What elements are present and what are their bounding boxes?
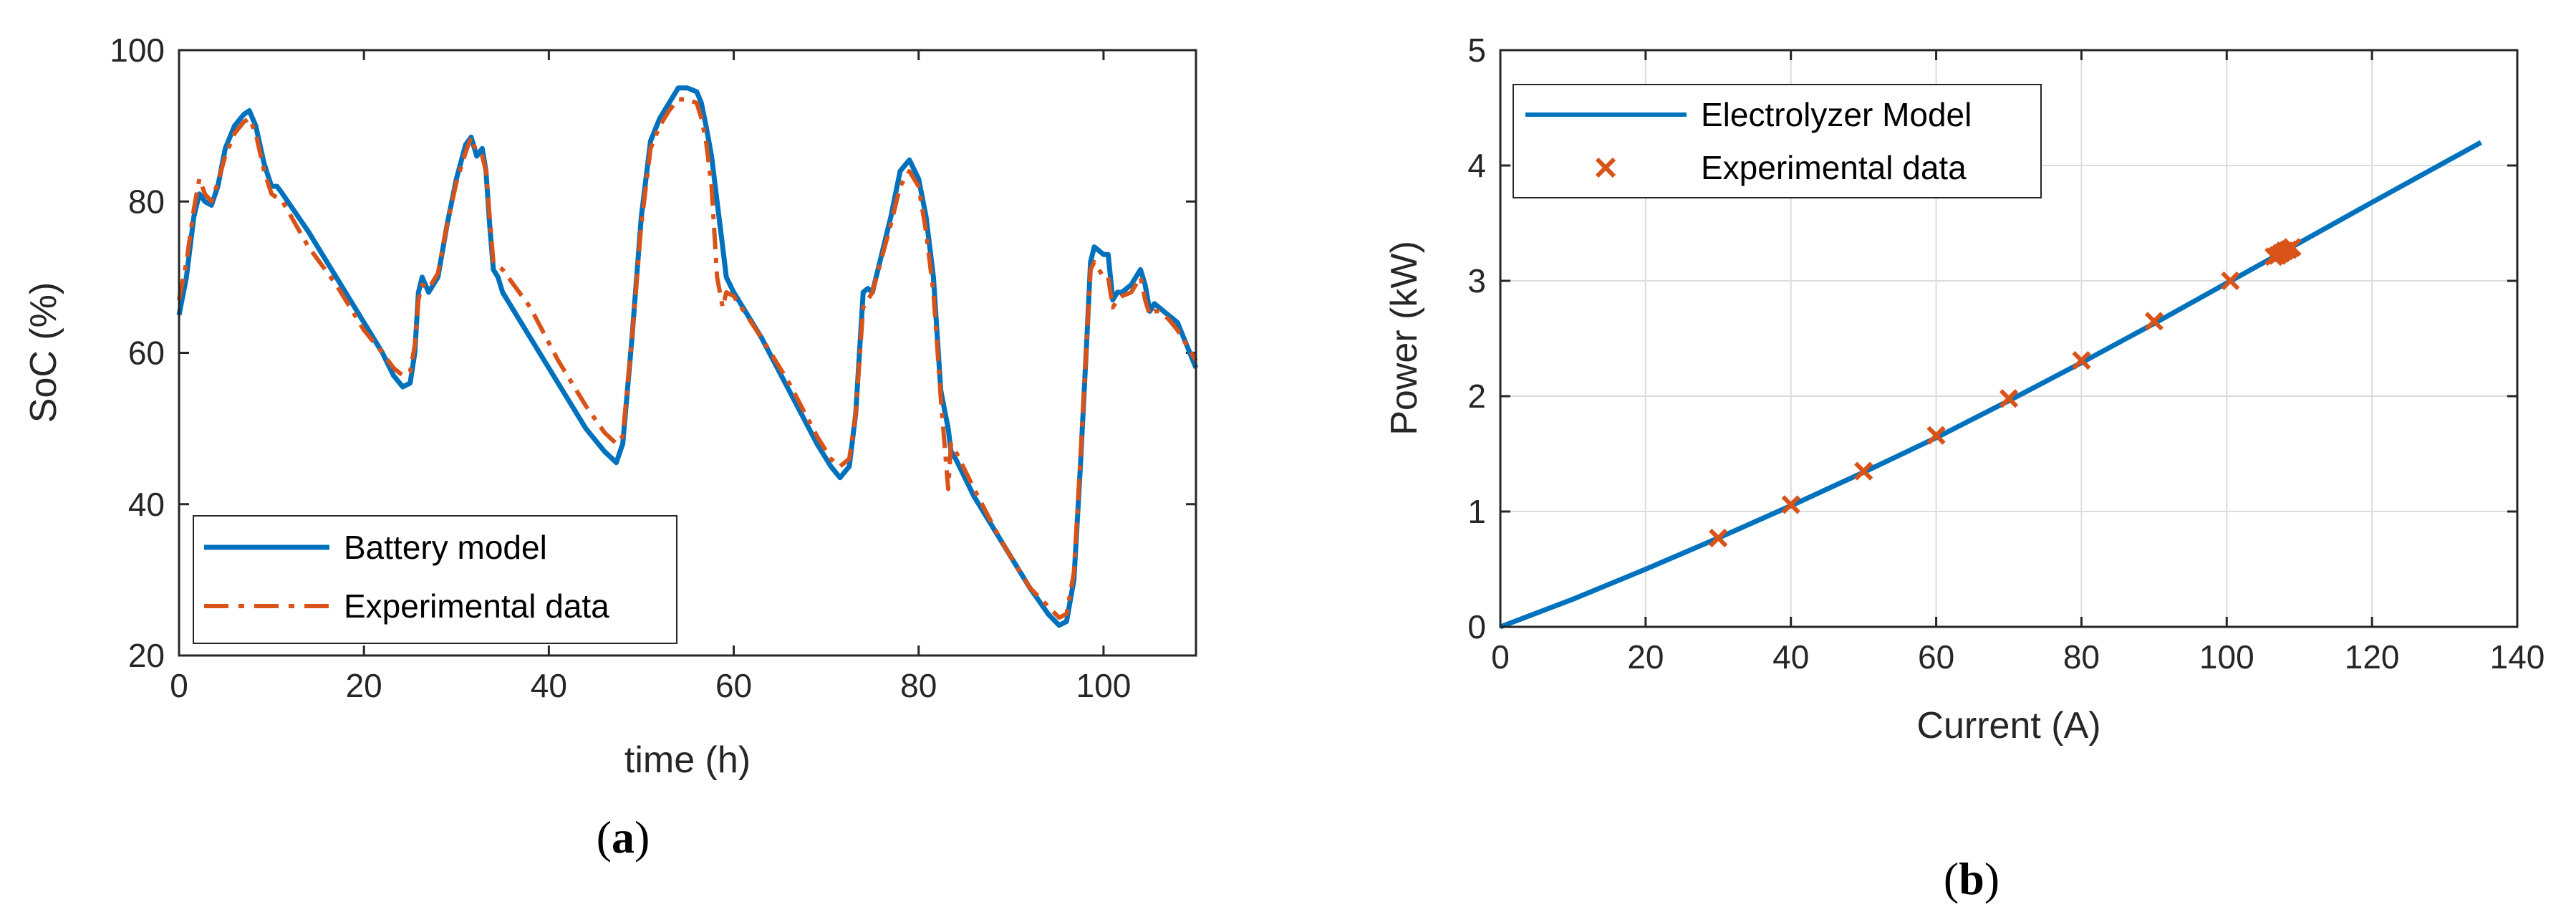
panel-b-label: (b)	[1944, 853, 1999, 904]
y-tick-label: 20	[128, 637, 165, 674]
panel-b-y-tick-labels: 0 1 2 3 4 5	[1467, 32, 1486, 645]
y-tick-label: 1	[1467, 493, 1486, 530]
panel-a-x-tick-labels: 0 20 40 60 80 100	[170, 667, 1131, 704]
panel-a-label-open: (	[597, 812, 612, 863]
panel-a-label: (a)	[597, 812, 650, 863]
panel-a-y-tick-labels: 20 40 60 80 100	[110, 32, 165, 674]
y-tick-label: 80	[128, 183, 165, 220]
x-tick-label: 0	[170, 667, 188, 704]
y-tick-label: 2	[1467, 378, 1486, 415]
panel-b-x-axis-label: Current (A)	[1916, 705, 2100, 746]
panel-b-axes-box	[1499, 49, 2519, 628]
panel-b-legend-box	[1513, 84, 2042, 198]
panel-b-label-open: (	[1944, 853, 1959, 904]
panel-a-y-axis-label: SoC (%)	[23, 282, 64, 423]
x-tick-label: 100	[1076, 667, 1132, 704]
x-tick-label: 40	[1772, 638, 1809, 676]
x-tick-label: 80	[900, 667, 937, 704]
data-point-marker	[2282, 238, 2302, 257]
panel-b-chart: 0 20 40 60 80 100 120 140 0 1 2 3 4 5 Current (A) Po…	[1384, 32, 2544, 904]
x-tick-label: 140	[2490, 638, 2545, 676]
panel-b-legend-label-model: Electrolyzer Model	[1701, 96, 1972, 133]
panel-a-label-close: )	[635, 812, 650, 863]
series-line-experimental-data	[177, 97, 1198, 620]
panel-a-axes-box	[178, 49, 1197, 657]
panel-b-legend-swatch-experimental	[1595, 157, 1616, 178]
panel-b-label-letter: b	[1959, 853, 1984, 904]
x-tick-label: 0	[1491, 638, 1510, 676]
data-point-marker	[1926, 426, 1946, 445]
y-tick-label: 100	[110, 32, 165, 69]
data-point-marker	[2144, 312, 2163, 331]
data-point-marker	[1709, 528, 1728, 548]
panel-b-y-axis-label: Power (kW)	[1384, 241, 1425, 436]
data-point-marker	[2221, 271, 2240, 291]
panel-b-series	[1499, 140, 2482, 630]
panel-b-legend: Electrolyzer Model Experimental data	[1513, 84, 2042, 198]
y-tick-label: 5	[1467, 32, 1486, 69]
x-tick-label: 20	[1627, 638, 1664, 676]
x-tick-label: 60	[1918, 638, 1954, 676]
panel-a-legend-label-model: Battery model	[344, 529, 547, 566]
panel-b-x-tick-labels: 0 20 40 60 80 100 120 140	[1491, 638, 2544, 676]
panel-a-x-axis-label: time (h)	[624, 739, 751, 781]
data-point-marker	[1781, 495, 1800, 514]
data-point-marker	[1999, 389, 2019, 408]
x-tick-label: 80	[2063, 638, 2100, 676]
panel-b-legend-label-experimental: Experimental data	[1701, 149, 1967, 186]
y-tick-label: 3	[1467, 262, 1486, 299]
panel-a-legend: Battery model Experimental data	[193, 515, 677, 644]
x-tick-label: 20	[346, 667, 382, 704]
y-tick-label: 4	[1467, 147, 1486, 184]
x-tick-label: 120	[2345, 638, 2400, 676]
panel-a-series	[176, 85, 1199, 628]
panel-b-label-close: )	[1984, 853, 1999, 904]
series-1-markers	[1709, 238, 2302, 548]
x-tick-label: 40	[531, 667, 567, 704]
panel-a-label-letter: a	[612, 812, 635, 863]
x-tick-label: 60	[715, 667, 752, 704]
panel-a-legend-box	[193, 515, 677, 644]
y-tick-label: 40	[128, 486, 165, 523]
x-tick-label: 100	[2199, 638, 2254, 676]
panel-a-legend-label-experimental: Experimental data	[344, 587, 609, 625]
y-tick-label: 60	[128, 335, 165, 372]
data-point-marker	[1854, 461, 1873, 481]
y-tick-label: 0	[1467, 608, 1486, 645]
data-point-marker	[2072, 350, 2091, 370]
